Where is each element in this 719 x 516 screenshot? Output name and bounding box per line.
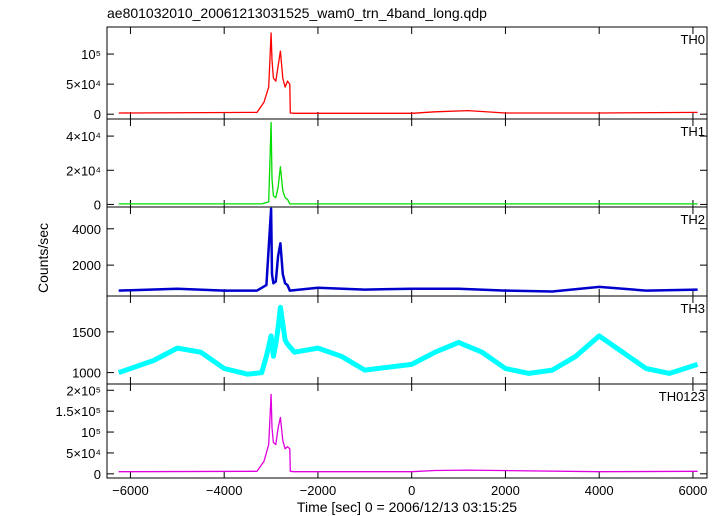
panel-label-th0: TH0 (680, 32, 705, 47)
panel-label-th0123: TH0123 (659, 389, 705, 404)
x-tick-label: 6000 (678, 483, 707, 498)
series-line-th3 (117, 304, 699, 377)
panel-frame-th0 (106, 26, 708, 120)
x-tick-label: −2000 (300, 483, 337, 498)
y-tick-label-th0: 0 (94, 107, 101, 122)
y-tick-label-th0123: 0 (94, 467, 101, 482)
x-tick-label: −6000 (112, 483, 149, 498)
x-tick-label: 2000 (491, 483, 520, 498)
series-line-th0123 (118, 393, 698, 473)
x-tick-label: 4000 (585, 483, 614, 498)
panel-label-th1: TH1 (680, 124, 705, 139)
series-line-th0 (118, 32, 698, 114)
panel-frame-th2 (106, 206, 708, 297)
y-tick-label-th0: 5×10⁴ (66, 77, 101, 92)
y-tick-label-th0123: 2×10⁵ (66, 383, 101, 398)
panel-frame-th0123 (106, 383, 708, 479)
panel-frame-th1 (106, 118, 708, 208)
chart-title: ae801032010_20061213031525_wam0_trn_4ban… (107, 5, 487, 21)
y-tick-label-th1: 2×10⁴ (66, 163, 101, 178)
series-line-th2 (118, 207, 698, 293)
panel-frame-th3 (106, 295, 708, 385)
y-tick-label-th0123: 1.5×10⁵ (55, 404, 101, 419)
panel-label-th3: TH3 (680, 301, 705, 316)
y-tick-label-th1: 4×10⁴ (66, 129, 101, 144)
y-tick-label-th3: 1000 (72, 366, 101, 381)
x-axis-title: Time [sec] 0 = 2006/12/13 03:15:25 (297, 499, 517, 515)
x-tick-label: 0 (408, 483, 415, 498)
y-tick-label-th0123: 5×10⁴ (66, 446, 101, 461)
panels-group: 0 5×10⁴ 10⁵ TH0 0 2×10⁴ 4×10⁴ TH1 2000 4000 TH2 100… (55, 26, 708, 498)
y-tick-label-th0123: 10⁵ (81, 425, 101, 440)
y-tick-label-th1: 0 (94, 197, 101, 212)
y-axis-title: Counts/sec (35, 223, 51, 293)
x-tick-label: −4000 (206, 483, 243, 498)
y-tick-label-th3: 1500 (72, 325, 101, 340)
panel-label-th2: TH2 (680, 212, 705, 227)
y-tick-label-th0: 10⁵ (81, 47, 101, 62)
series-line-th1 (118, 121, 698, 205)
y-tick-label-th2: 4000 (72, 222, 101, 237)
y-tick-label-th2: 2000 (72, 258, 101, 273)
